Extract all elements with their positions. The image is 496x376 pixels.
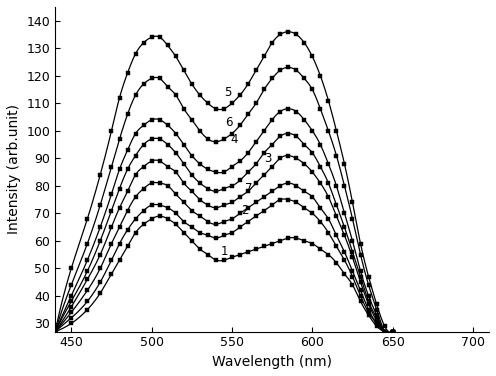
Text: 3: 3	[264, 152, 271, 165]
Text: 6: 6	[226, 116, 233, 129]
X-axis label: Wavelength (nm): Wavelength (nm)	[212, 355, 332, 369]
Text: 7: 7	[245, 182, 252, 195]
Text: 4: 4	[230, 132, 238, 146]
Text: 1: 1	[221, 246, 228, 258]
Text: 5: 5	[224, 86, 231, 99]
Text: 2: 2	[242, 204, 249, 217]
Y-axis label: Intensity (arb.unit): Intensity (arb.unit)	[7, 104, 21, 234]
